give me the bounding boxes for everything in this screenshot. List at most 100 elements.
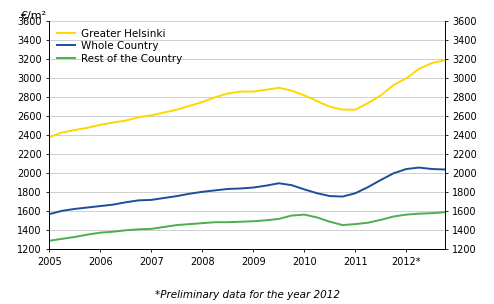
Rest of the Country xyxy=(429,211,435,215)
Rest of the Country xyxy=(327,220,333,223)
Whole Country xyxy=(429,167,435,171)
Rest of the Country xyxy=(276,217,282,221)
Rest of the Country xyxy=(148,227,154,231)
Greater Helsinki xyxy=(136,116,142,119)
Whole Country xyxy=(123,200,129,204)
Rest of the Country xyxy=(404,213,410,216)
Whole Country xyxy=(442,168,448,171)
Greater Helsinki xyxy=(467,58,473,62)
Greater Helsinki xyxy=(110,121,116,124)
Greater Helsinki xyxy=(327,105,333,109)
Whole Country xyxy=(84,206,90,209)
Whole Country xyxy=(72,207,78,211)
Greater Helsinki xyxy=(72,128,78,132)
Whole Country xyxy=(391,171,397,175)
Greater Helsinki xyxy=(429,61,435,65)
Whole Country xyxy=(327,194,333,198)
Whole Country xyxy=(288,183,294,187)
Rest of the Country xyxy=(225,220,231,224)
Greater Helsinki xyxy=(161,111,167,114)
Greater Helsinki xyxy=(442,58,448,62)
Greater Helsinki xyxy=(263,88,269,92)
Greater Helsinki xyxy=(238,90,244,93)
Greater Helsinki xyxy=(46,135,52,139)
Greater Helsinki xyxy=(148,113,154,117)
Greater Helsinki xyxy=(200,100,206,104)
Greater Helsinki xyxy=(391,83,397,87)
Whole Country xyxy=(250,186,256,189)
Whole Country xyxy=(59,209,65,212)
Whole Country xyxy=(493,162,494,166)
Rest of the Country xyxy=(467,207,473,211)
Greater Helsinki xyxy=(301,94,307,97)
Whole Country xyxy=(212,188,218,192)
Rest of the Country xyxy=(174,223,180,227)
Rest of the Country xyxy=(391,215,397,218)
Greater Helsinki xyxy=(123,119,129,123)
Greater Helsinki xyxy=(480,56,486,59)
Greater Helsinki xyxy=(59,131,65,134)
Whole Country xyxy=(263,184,269,188)
Greater Helsinki xyxy=(97,123,103,127)
Text: *Preliminary data for the year 2012: *Preliminary data for the year 2012 xyxy=(155,290,339,300)
Whole Country xyxy=(352,192,358,195)
Rest of the Country xyxy=(250,219,256,223)
Rest of the Country xyxy=(352,222,358,226)
Greater Helsinki xyxy=(352,108,358,112)
Rest of the Country xyxy=(46,239,52,243)
Rest of the Country xyxy=(301,213,307,216)
Rest of the Country xyxy=(416,212,422,216)
Text: €/m²: €/m² xyxy=(20,11,46,21)
Rest of the Country xyxy=(442,210,448,214)
Greater Helsinki xyxy=(84,126,90,130)
Rest of the Country xyxy=(493,205,494,208)
Whole Country xyxy=(467,164,473,168)
Whole Country xyxy=(301,188,307,191)
Legend: Greater Helsinki, Whole Country, Rest of the Country: Greater Helsinki, Whole Country, Rest of… xyxy=(55,26,184,66)
Rest of the Country xyxy=(454,209,460,212)
Greater Helsinki xyxy=(416,67,422,71)
Whole Country xyxy=(46,212,52,216)
Greater Helsinki xyxy=(340,108,346,112)
Rest of the Country xyxy=(187,222,193,226)
Whole Country xyxy=(97,204,103,208)
Rest of the Country xyxy=(161,225,167,229)
Line: Whole Country: Whole Country xyxy=(49,163,494,214)
Greater Helsinki xyxy=(187,104,193,108)
Rest of the Country xyxy=(123,229,129,232)
Rest of the Country xyxy=(200,221,206,225)
Rest of the Country xyxy=(480,206,486,209)
Rest of the Country xyxy=(314,216,320,219)
Greater Helsinki xyxy=(212,95,218,99)
Whole Country xyxy=(161,196,167,200)
Greater Helsinki xyxy=(454,61,460,65)
Greater Helsinki xyxy=(314,99,320,103)
Rest of the Country xyxy=(238,220,244,223)
Whole Country xyxy=(225,187,231,191)
Whole Country xyxy=(276,181,282,185)
Rest of the Country xyxy=(97,231,103,234)
Whole Country xyxy=(480,163,486,167)
Rest of the Country xyxy=(72,235,78,239)
Greater Helsinki xyxy=(250,90,256,93)
Rest of the Country xyxy=(340,223,346,227)
Greater Helsinki xyxy=(276,86,282,90)
Whole Country xyxy=(340,195,346,199)
Whole Country xyxy=(454,166,460,170)
Whole Country xyxy=(110,203,116,206)
Whole Country xyxy=(238,187,244,190)
Rest of the Country xyxy=(365,221,371,224)
Rest of the Country xyxy=(136,227,142,231)
Greater Helsinki xyxy=(288,89,294,92)
Rest of the Country xyxy=(110,230,116,233)
Line: Greater Helsinki: Greater Helsinki xyxy=(49,54,494,137)
Greater Helsinki xyxy=(378,94,384,97)
Rest of the Country xyxy=(378,218,384,222)
Whole Country xyxy=(148,198,154,202)
Rest of the Country xyxy=(288,214,294,217)
Rest of the Country xyxy=(59,237,65,241)
Rest of the Country xyxy=(263,219,269,222)
Whole Country xyxy=(365,185,371,189)
Whole Country xyxy=(187,192,193,195)
Greater Helsinki xyxy=(225,92,231,95)
